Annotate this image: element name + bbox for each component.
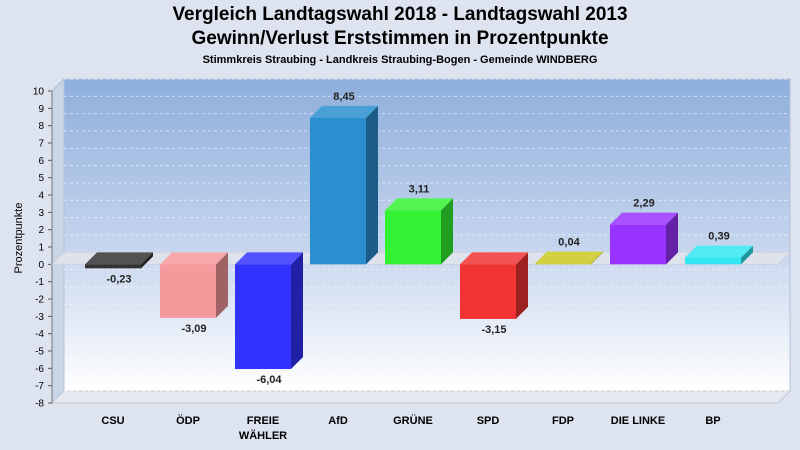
- bar-side: [666, 212, 678, 265]
- bar: [310, 117, 366, 265]
- x-tick-label: CSU: [101, 415, 124, 427]
- bar: [460, 264, 516, 319]
- y-tick-label: -7: [35, 381, 44, 392]
- x-tick-label: AfD: [328, 415, 348, 427]
- data-label: -3,09: [181, 323, 206, 335]
- data-label: -0,23: [106, 273, 131, 285]
- chart-floor: [50, 390, 792, 404]
- y-tick-label: -3: [35, 312, 44, 323]
- bar-top: [310, 105, 378, 118]
- x-tick-label: GRÜNE: [393, 414, 433, 427]
- data-label: 2,29: [633, 198, 654, 210]
- y-tick-label: -4: [35, 329, 44, 340]
- bar: [160, 264, 216, 318]
- bar: [535, 263, 591, 265]
- y-tick-label: 1: [38, 243, 44, 254]
- y-tick-label: 7: [38, 139, 44, 150]
- bar: [235, 264, 291, 370]
- y-tick-label: -2: [35, 295, 44, 306]
- y-tick-label: 2: [38, 225, 44, 236]
- y-tick-label: 9: [38, 104, 44, 115]
- data-label: 0,39: [708, 231, 729, 243]
- bar-top: [235, 252, 303, 265]
- data-label: -3,15: [481, 324, 506, 336]
- y-tick-label: -6: [35, 364, 44, 375]
- bar: [85, 264, 141, 269]
- y-tick-label: 5: [38, 173, 44, 184]
- data-label: 0,04: [558, 237, 580, 249]
- chart-title: Vergleich Landtagswahl 2018 - Landtagswa…: [172, 4, 628, 25]
- x-tick-label: DIE LINKE: [611, 415, 665, 427]
- bar-top: [685, 245, 753, 258]
- bar: [685, 257, 741, 265]
- x-tick-label: BP: [705, 415, 720, 427]
- x-tick-label: SPD: [477, 415, 500, 427]
- bar: [610, 224, 666, 265]
- bar-side: [741, 245, 753, 265]
- bar-side: [591, 251, 603, 265]
- y-tick-label: 8: [38, 121, 44, 132]
- chart-subtitle-region: Stimmkreis Straubing - Landkreis Straubi…: [202, 54, 598, 66]
- y-tick-label: 10: [33, 87, 45, 98]
- y-tick-label: 3: [38, 208, 44, 219]
- x-tick-label: ÖDP: [176, 414, 200, 427]
- bar-side: [441, 198, 453, 265]
- x-tick-label: WÄHLER: [239, 429, 287, 442]
- data-label: 3,11: [409, 183, 430, 195]
- bar-top: [460, 252, 528, 265]
- x-tick-label: FREIE: [247, 415, 279, 427]
- y-tick-label: -8: [35, 399, 44, 410]
- y-tick-label: 4: [38, 191, 44, 202]
- chart-left-wall: [51, 77, 65, 405]
- bar-side: [516, 252, 528, 319]
- bar-side: [366, 105, 378, 265]
- bar-top: [610, 212, 678, 225]
- x-tick-label: FDP: [552, 415, 574, 427]
- chart-subtitle: Gewinn/Verlust Erststimmen in Prozentpun…: [191, 28, 609, 49]
- y-tick-label: 0: [38, 260, 44, 271]
- bar-top: [385, 198, 453, 211]
- bar-top: [85, 252, 153, 265]
- y-tick-label: 6: [38, 156, 44, 167]
- y-axis-label: Prozentpunkte: [13, 203, 25, 274]
- bar-top: [160, 252, 228, 265]
- bar-side: [216, 252, 228, 318]
- y-tick-label: -1: [35, 277, 44, 288]
- bar: [385, 210, 441, 265]
- bar-top: [535, 251, 603, 264]
- y-tick-label: -5: [35, 347, 44, 358]
- data-label: -6,04: [256, 374, 282, 386]
- data-label: 8,45: [333, 91, 354, 103]
- bar-side: [291, 252, 303, 370]
- bar-side: [141, 252, 153, 269]
